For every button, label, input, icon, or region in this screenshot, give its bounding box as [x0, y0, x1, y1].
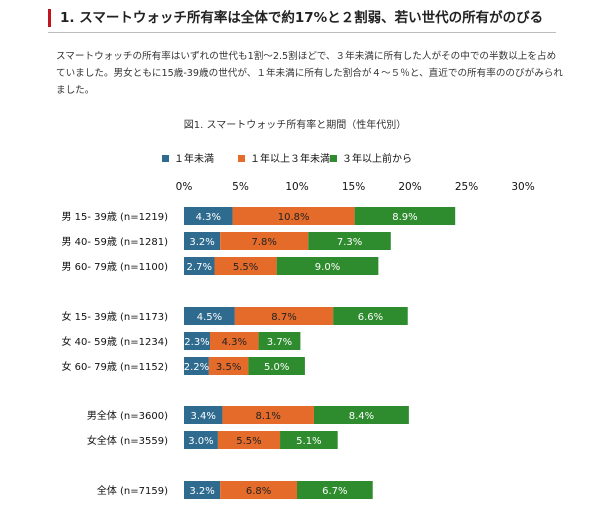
intro-paragraph: スマートウォッチの所有率はいずれの世代も1割〜2.5割ほどで、３年未満に所有した…: [56, 51, 563, 96]
data-label: 5.5%: [236, 436, 261, 447]
heading-accent-bar: [48, 9, 51, 27]
bar-segment: [280, 431, 338, 449]
data-label: 8.4%: [349, 411, 374, 422]
data-label: 5.0%: [264, 362, 289, 373]
data-label: 4.3%: [222, 337, 247, 348]
bar-segment: [184, 481, 221, 499]
bar-segment: [234, 307, 334, 325]
data-label: 6.6%: [358, 312, 383, 323]
category-label: 全体 (n=7159): [97, 484, 168, 497]
bar-segment: [184, 207, 233, 225]
data-label: 4.5%: [197, 312, 222, 323]
x-tick-label: 5%: [232, 181, 249, 193]
bar-segment: [209, 332, 259, 350]
bar-segment: [232, 207, 355, 225]
data-label: 5.5%: [233, 262, 258, 273]
data-label: 4.3%: [196, 212, 221, 223]
bar-segment: [184, 431, 218, 449]
category-label: 女 15- 39歳 (n=1173): [61, 310, 168, 323]
category-label: 男 15- 39歳 (n=1219): [61, 211, 168, 223]
data-label: 2.2%: [184, 362, 209, 373]
data-label: 6.8%: [246, 486, 271, 497]
data-label: 3.2%: [189, 486, 214, 497]
bar-segment: [308, 232, 391, 250]
bar-segment: [214, 257, 277, 275]
heading-divider: [48, 32, 556, 33]
data-label: 8.9%: [392, 212, 417, 223]
category-label: 女全体 (n=3559): [87, 434, 168, 447]
legend-swatch: [162, 155, 169, 162]
bar-segment: [276, 257, 379, 275]
bar-segment: [184, 257, 215, 275]
section-heading: 1. スマートウォッチ所有率は全体で約17%と２割弱、若い世代の所有がのびる: [48, 6, 568, 30]
bar-segment: [354, 207, 456, 225]
chart-title: 図1. スマートウォッチ所有率と期間（性年代別）: [183, 120, 407, 131]
data-label: 6.7%: [322, 486, 347, 497]
bar-segment: [313, 406, 409, 424]
bar-segment: [248, 357, 305, 375]
data-label: 8.7%: [271, 312, 296, 323]
data-label: 5.1%: [296, 436, 321, 447]
data-label: 3.2%: [189, 237, 214, 248]
bar-segment: [222, 406, 314, 424]
category-label: 女 40- 59歳 (n=1234): [61, 335, 168, 348]
category-label: 男 40- 59歳 (n=1281): [61, 236, 168, 248]
data-label: 3.7%: [267, 337, 292, 348]
bar-segment: [184, 307, 235, 325]
legend-label: １年未満: [174, 152, 214, 165]
data-label: 7.8%: [252, 237, 277, 248]
data-label: 3.5%: [216, 362, 241, 373]
legend-label: １年以上３年未満: [250, 152, 330, 165]
data-label: 7.3%: [337, 237, 362, 248]
x-tick-label: 25%: [455, 181, 478, 193]
data-label: 2.3%: [184, 337, 209, 348]
x-tick-label: 15%: [342, 181, 365, 193]
bar-segment: [297, 481, 373, 499]
x-tick-label: 10%: [285, 181, 308, 193]
data-label: 3.0%: [188, 436, 213, 447]
x-tick-label: 0%: [176, 181, 193, 193]
bar-segment: [184, 357, 209, 375]
bar-segment: [220, 232, 309, 250]
data-label: 3.4%: [191, 411, 216, 422]
legend-swatch: [330, 155, 337, 162]
category-label: 女 60- 79歳 (n=1152): [61, 360, 168, 373]
legend-label: ３年以上前から: [342, 152, 412, 165]
bar-segment: [184, 406, 223, 424]
bar-segment: [258, 332, 301, 350]
data-label: 9.0%: [315, 262, 340, 273]
section-heading-text: 1. スマートウォッチ所有率は全体で約17%と２割弱、若い世代の所有がのびる: [60, 10, 544, 26]
bar-segment: [220, 481, 297, 499]
category-label: 男全体 (n=3600): [87, 409, 168, 422]
data-label: 8.1%: [255, 411, 280, 422]
bar-segment: [184, 232, 221, 250]
bar-segment: [333, 307, 408, 325]
bar-segment: [208, 357, 249, 375]
data-label: 2.7%: [187, 262, 212, 273]
legend-swatch: [238, 155, 245, 162]
bar-segment: [217, 431, 281, 449]
data-label: 10.8%: [278, 212, 310, 223]
category-label: 男 60- 79歳 (n=1100): [61, 261, 168, 273]
x-tick-label: 20%: [398, 181, 421, 193]
bar-segment: [184, 332, 210, 350]
x-tick-label: 30%: [511, 181, 534, 193]
